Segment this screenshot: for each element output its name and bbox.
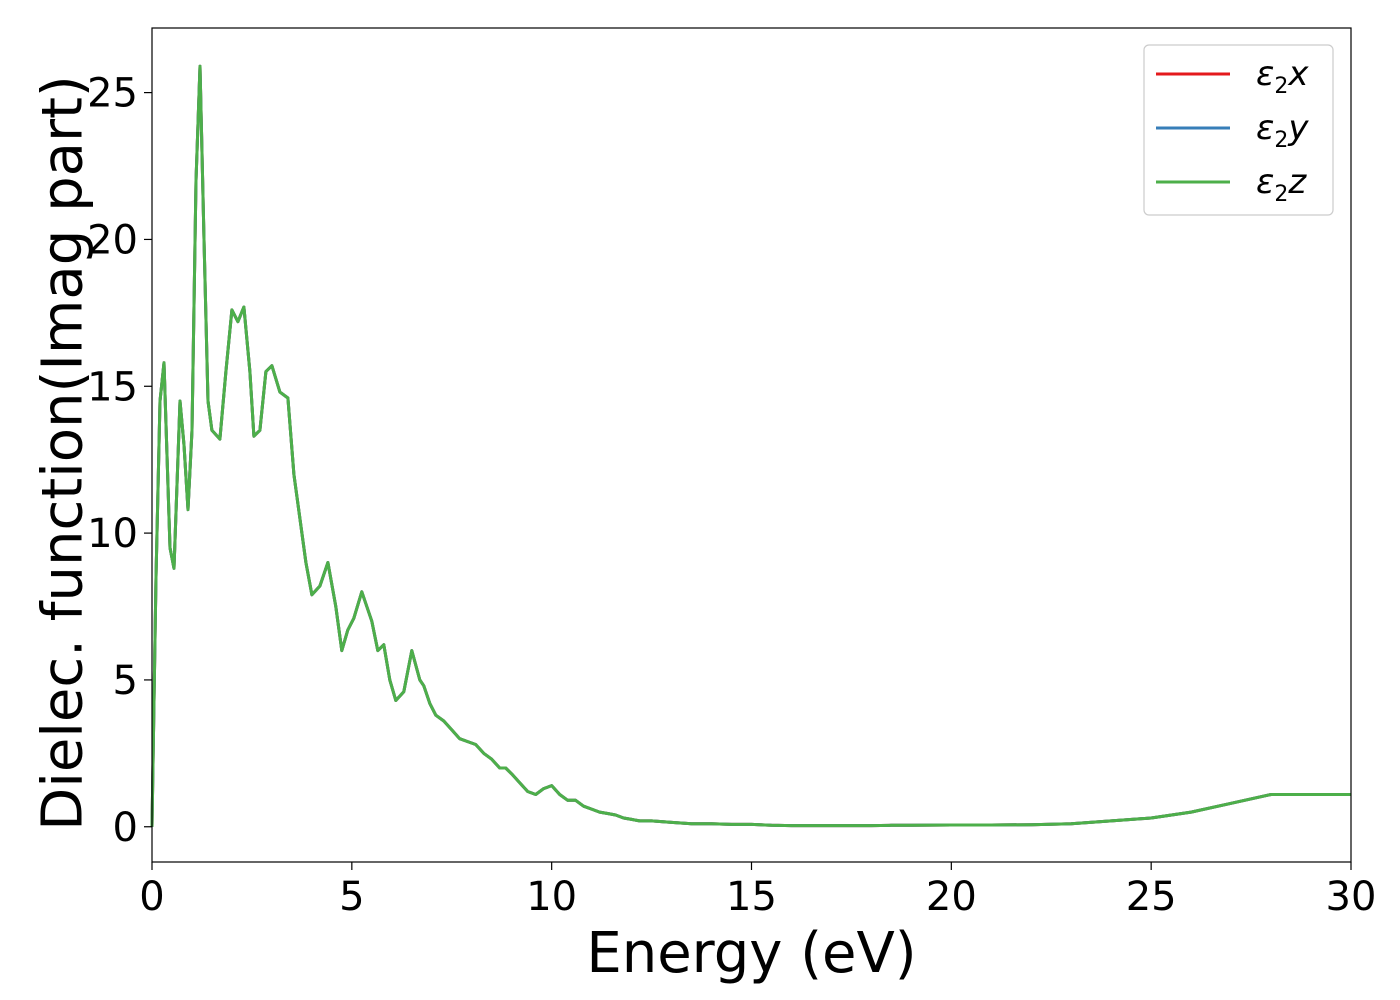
x-tick-label: 0 bbox=[139, 874, 164, 920]
x-tick-label: 30 bbox=[1326, 874, 1377, 920]
x-tick-label: 10 bbox=[526, 874, 577, 920]
x-axis-ticks: 0 5 10 15 20 25 30 bbox=[139, 862, 1376, 920]
x-tick-label: 25 bbox=[1126, 874, 1177, 920]
series-line-z bbox=[150, 64, 1351, 828]
x-tick-label: 20 bbox=[926, 874, 977, 920]
y-tick-label: 20 bbox=[87, 217, 138, 263]
legend-label: ε2x bbox=[1256, 54, 1309, 99]
y-axis-label: Dielec. function(Imag part) bbox=[31, 75, 96, 831]
x-tick-label: 5 bbox=[339, 874, 364, 920]
legend-label: ε2z bbox=[1256, 162, 1307, 207]
y-tick-label: 25 bbox=[87, 71, 138, 117]
legend-label: ε2y bbox=[1256, 108, 1309, 153]
x-axis-label: Energy (eV) bbox=[586, 921, 916, 986]
x-tick-label: 15 bbox=[726, 874, 777, 920]
y-tick-label: 0 bbox=[113, 805, 138, 851]
legend-box bbox=[1143, 44, 1334, 216]
series-layer bbox=[150, 64, 1351, 828]
y-tick-label: 10 bbox=[87, 511, 138, 557]
legend: ε2x ε2y ε2z bbox=[1143, 44, 1334, 216]
y-tick-label: 5 bbox=[113, 658, 138, 704]
y-axis-ticks: 0 5 10 15 20 25 bbox=[87, 71, 152, 851]
y-tick-label: 15 bbox=[87, 364, 138, 410]
